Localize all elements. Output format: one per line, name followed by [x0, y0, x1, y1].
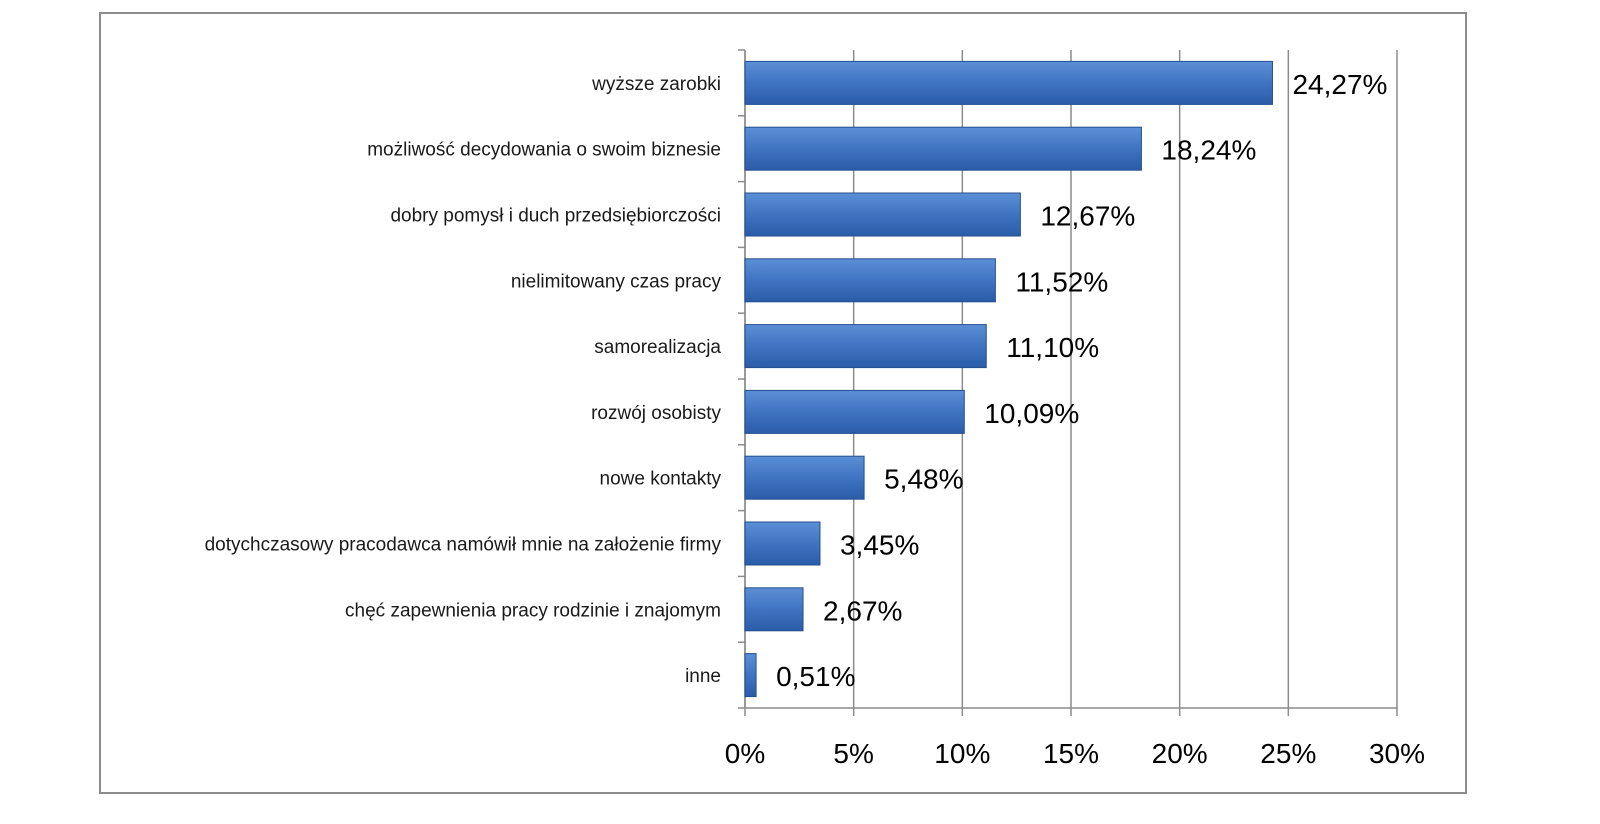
x-tick-label: 10%: [934, 738, 990, 769]
data-label: 10,09%: [984, 398, 1079, 429]
bar: [744, 389, 965, 434]
x-tick-label: 15%: [1043, 738, 1099, 769]
data-label: 11,10%: [1006, 332, 1099, 363]
bar: [744, 258, 996, 303]
data-label: 24,27%: [1292, 69, 1387, 100]
category-label: wyższe zarobki: [591, 74, 721, 95]
bar: [744, 126, 1142, 171]
bar: [744, 192, 1021, 237]
data-label: 0,51%: [776, 661, 855, 692]
data-label: 5,48%: [884, 464, 963, 495]
data-label: 18,24%: [1161, 135, 1256, 166]
x-tick-label: 5%: [833, 738, 873, 769]
category-label: rozwój osobisty: [591, 403, 721, 424]
labels: 0% 5% 10% 15% 20% 25% 30% wyższe zarobki 24,27% m…: [205, 69, 1425, 769]
x-tick-label: 0%: [725, 738, 765, 769]
x-tick-label: 20%: [1152, 738, 1208, 769]
bar: [744, 324, 987, 369]
x-tick-label: 25%: [1260, 738, 1316, 769]
category-label: chęć zapewnienia pracy rodzinie i znajom…: [345, 600, 721, 621]
data-label: 2,67%: [823, 595, 902, 626]
data-label: 12,67%: [1040, 201, 1135, 232]
category-label: nielimitowany czas pracy: [511, 271, 722, 292]
category-label: nowe kontakty: [600, 469, 722, 490]
bar: [744, 455, 865, 500]
category-label: dotychczasowy pracodawca namówił mnie na…: [205, 535, 722, 556]
data-label: 3,45%: [840, 530, 919, 561]
bar: [744, 60, 1273, 105]
bar: [744, 587, 804, 632]
x-tick-label: 30%: [1369, 738, 1425, 769]
bars: [744, 60, 1273, 698]
category-label: możliwość decydowania o swoim biznesie: [367, 140, 721, 161]
category-label: inne: [685, 666, 721, 687]
bar: [744, 521, 821, 566]
bar: [744, 653, 757, 698]
category-label: dobry pomysł i duch przedsiębiorczości: [390, 206, 721, 227]
data-label: 11,52%: [1015, 266, 1108, 297]
category-label: samorealizacja: [594, 337, 721, 358]
